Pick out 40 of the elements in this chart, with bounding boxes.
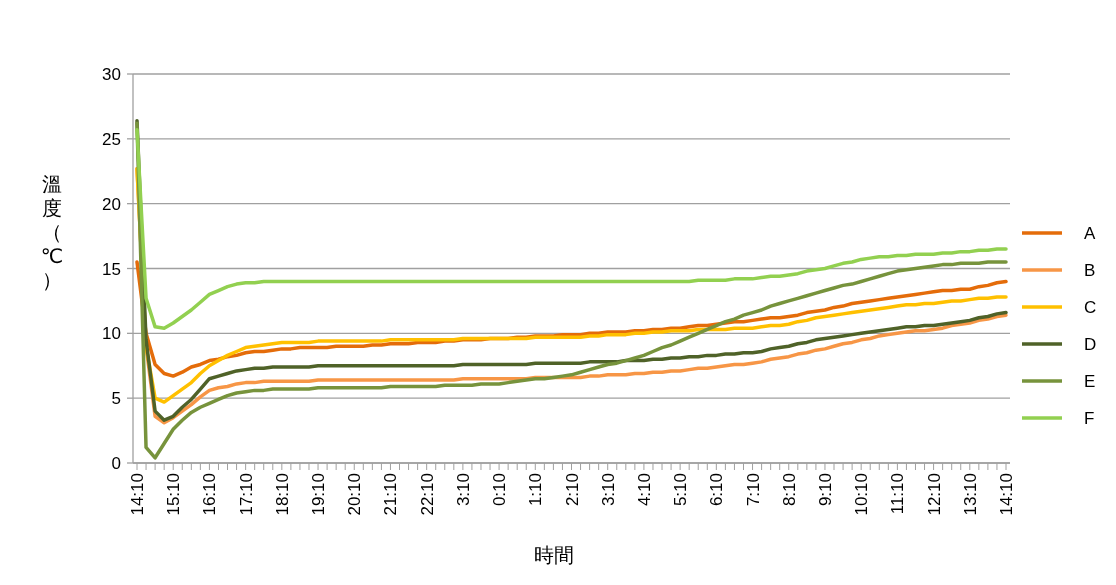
x-tick-label: 16:10: [200, 473, 220, 516]
x-tick-label: 12:10: [924, 473, 944, 516]
x-tick-label: 1:10: [526, 473, 546, 507]
x-tick-label: 0:10: [490, 473, 510, 507]
legend-label: D: [1084, 335, 1097, 354]
x-tick-label: 14:10: [128, 473, 147, 516]
y-tick-label: 30: [102, 65, 121, 84]
x-tick-label: 22:10: [417, 473, 437, 516]
legend-label: B: [1084, 261, 1096, 280]
x-tick-label: 2:10: [562, 473, 582, 507]
legend-label: F: [1084, 409, 1095, 428]
x-tick-label: 7:10: [743, 473, 763, 507]
x-tick-label: 11:10: [888, 473, 908, 515]
x-tick-label: 3:10: [598, 473, 618, 507]
y-tick-label: 15: [102, 259, 121, 279]
y-tick-label: 10: [102, 324, 121, 344]
x-axis-title: 時間: [533, 544, 574, 566]
legend-label: C: [1084, 298, 1097, 317]
y-tick-label: 0: [111, 454, 121, 473]
x-tick-label: 19:10: [309, 473, 329, 516]
x-tick-label: 18:10: [272, 473, 292, 516]
x-tick-label: 5:10: [671, 473, 691, 507]
x-tick-label: 4:10: [634, 473, 654, 507]
y-tick-label: 5: [111, 389, 121, 409]
x-tick-label: 14:10: [997, 473, 1016, 516]
x-tick-label: 21:10: [381, 473, 401, 516]
x-tick-label: 17:10: [236, 473, 256, 516]
x-tick-label: 13:10: [960, 473, 980, 516]
x-tick-label: 3:10: [453, 473, 473, 507]
legend-label: E: [1084, 372, 1096, 391]
x-tick-label: 8:10: [779, 473, 799, 507]
x-tick-label: 10:10: [852, 473, 872, 516]
x-tick-label: 6:10: [707, 473, 727, 507]
y-axis-title: 溫度（℃）: [40, 172, 64, 291]
x-tick-label: 15:10: [164, 473, 184, 516]
y-tick-label: 25: [102, 129, 121, 149]
y-tick-label: 20: [102, 194, 121, 214]
x-tick-label: 9:10: [815, 473, 835, 507]
legend-label: A: [1084, 224, 1096, 243]
x-tick-label: 20:10: [345, 473, 365, 516]
